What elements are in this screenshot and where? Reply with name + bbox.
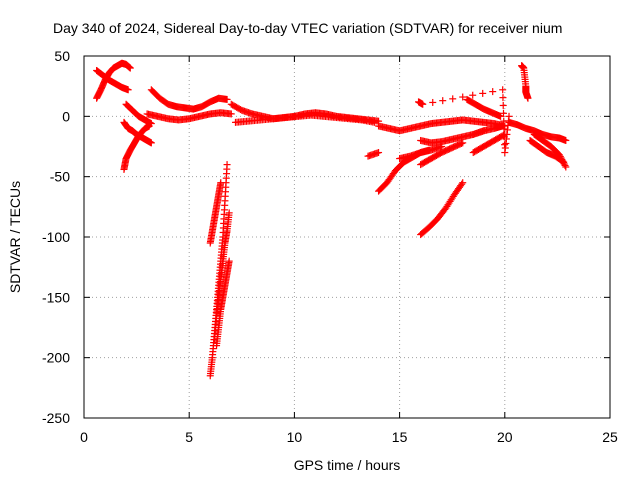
data-point (217, 179, 225, 187)
x-tick-label: 10 (287, 429, 303, 445)
y-tick-label: -50 (50, 169, 70, 185)
data-point-interp (479, 89, 487, 97)
data-point-interp (457, 139, 465, 147)
data-point-interp (501, 141, 509, 149)
data-point (560, 158, 568, 166)
x-tick-label: 0 (80, 429, 88, 445)
data-point (147, 139, 155, 147)
data-point (562, 136, 570, 144)
y-tick-label: -150 (42, 289, 70, 305)
data-point-interp (459, 93, 467, 101)
data-point (223, 161, 231, 169)
y-tick-label: 0 (62, 108, 70, 124)
points-layer (93, 59, 570, 380)
data-point (223, 95, 231, 103)
data-point (459, 179, 467, 187)
data-point (499, 122, 507, 130)
data-point-interp (429, 98, 437, 106)
data-point (126, 64, 134, 72)
data-point-interp (449, 95, 457, 103)
x-tick-label: 5 (185, 429, 193, 445)
data-point-interp (561, 162, 569, 170)
data-point (375, 149, 383, 157)
grid-layer (84, 56, 610, 418)
data-point (225, 209, 233, 217)
data-point (147, 120, 155, 128)
data-point (225, 257, 233, 265)
data-point-interp (469, 91, 477, 99)
x-tick-label: 20 (497, 429, 513, 445)
data-point-interp (439, 97, 447, 105)
data-point (499, 86, 507, 94)
y-tick-label: -100 (42, 229, 70, 245)
data-point-interp (499, 131, 507, 139)
data-point (419, 100, 427, 108)
data-point-interp (458, 180, 466, 188)
data-point (370, 118, 378, 126)
y-tick-label: 50 (54, 48, 70, 64)
data-point (227, 110, 235, 118)
data-point-interp (499, 94, 507, 102)
data-point (459, 139, 467, 147)
y-tick-label: -200 (42, 350, 70, 366)
data-point-interp (499, 109, 507, 117)
plot-frame (83, 55, 611, 419)
x-tick-label: 15 (392, 429, 408, 445)
data-point-interp (499, 101, 507, 109)
data-point (505, 112, 513, 120)
data-point (562, 163, 570, 171)
x-tick-label: 25 (602, 429, 618, 445)
y-axis-title: SDTVAR / TECUs (7, 181, 23, 293)
chart-title: Day 340 of 2024, Sidereal Day-to-day VTE… (53, 20, 562, 36)
y-tick-label: -250 (42, 410, 70, 426)
data-point (124, 86, 132, 94)
data-point-interp (489, 88, 497, 96)
data-point (524, 94, 532, 102)
data-point-interp (500, 125, 508, 133)
data-point-interp (559, 157, 567, 165)
x-axis-title: GPS time / hours (294, 457, 401, 473)
